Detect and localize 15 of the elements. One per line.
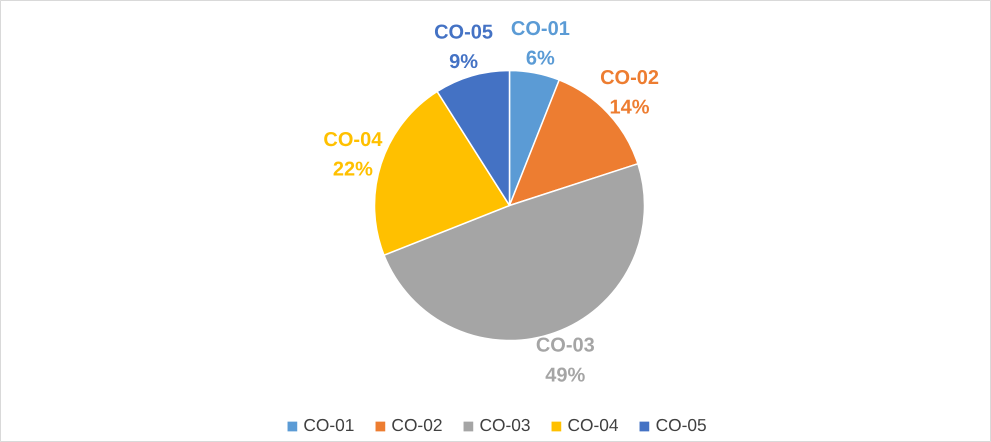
slice-label: CO-05 — [434, 21, 494, 44]
slice-label: CO-04 — [323, 128, 384, 151]
legend-label: CO-05 — [656, 415, 707, 436]
slice-label: CO-03 — [536, 334, 595, 357]
data-label: 6% — [526, 48, 556, 70]
data-label: 14% — [610, 96, 650, 119]
slice-label: CO-01 — [510, 18, 570, 40]
legend-label: CO-04 — [568, 415, 619, 436]
data-label: 9% — [449, 51, 478, 74]
data-label: 49% — [545, 364, 586, 386]
legend-label: CO-02 — [391, 415, 442, 436]
legend-label: CO-01 — [303, 415, 354, 436]
data-label: 22% — [332, 158, 374, 180]
slice-label: CO-02 — [600, 66, 660, 89]
legend-label: CO-03 — [479, 415, 531, 436]
